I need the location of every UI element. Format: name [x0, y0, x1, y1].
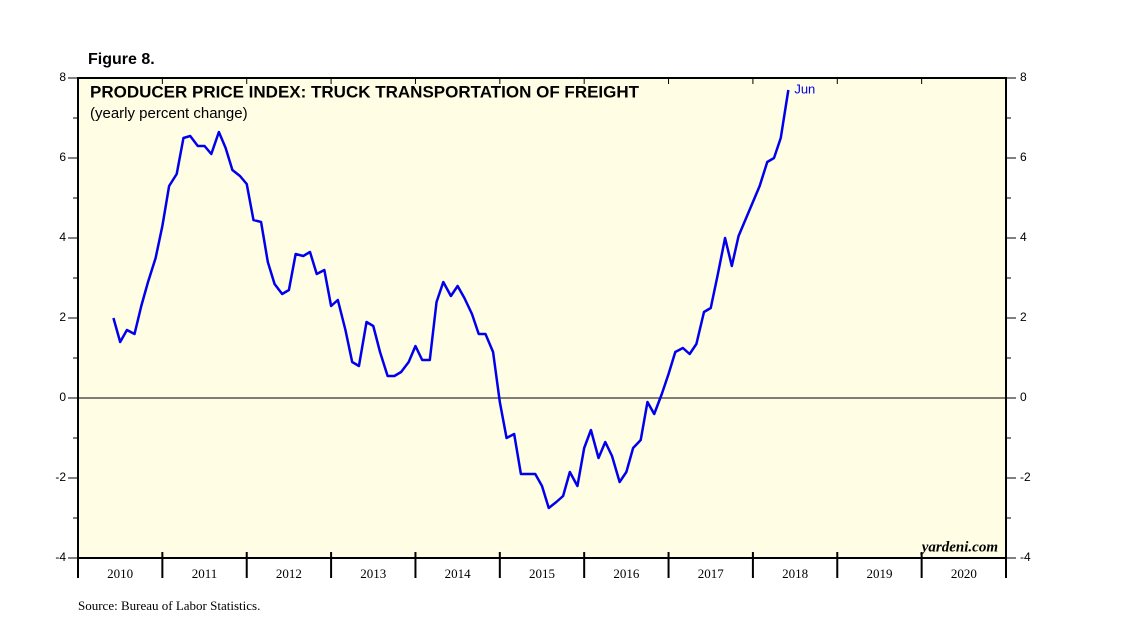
- y-tick-label: 4: [59, 230, 66, 244]
- chart-title: PRODUCER PRICE INDEX: TRUCK TRANSPORTATI…: [90, 82, 640, 101]
- annotation: Jun: [794, 81, 815, 96]
- series-line: [112, 89, 790, 510]
- y2-tick-label: 8: [1020, 70, 1027, 84]
- y2-tick-label: 0: [1020, 390, 1027, 404]
- chart-subtitle: (yearly percent change): [90, 105, 248, 122]
- figure-label: Figure 8.: [88, 51, 155, 68]
- x-tick-label: 2020: [951, 566, 977, 581]
- y-tick-label: 6: [59, 150, 66, 164]
- y2-tick-label: 2: [1020, 310, 1027, 324]
- plot-area: [78, 78, 1006, 558]
- y2-tick-label: 4: [1020, 230, 1027, 244]
- y-tick-label: 8: [59, 70, 66, 84]
- x-tick-label: 2018: [782, 566, 808, 581]
- x-tick-label: 2019: [866, 566, 892, 581]
- x-tick-label: 2010: [107, 566, 133, 581]
- x-tick-label: 2015: [529, 566, 555, 581]
- x-tick-label: 2017: [698, 566, 725, 581]
- y2-tick-label: -4: [1020, 550, 1031, 564]
- watermark: yardeni.com: [920, 539, 998, 555]
- plot-frame: [77, 77, 1007, 559]
- y-tick-label: 0: [59, 390, 66, 404]
- x-tick-label: 2013: [360, 566, 386, 581]
- y-tick-label: -4: [55, 550, 66, 564]
- x-tick-label: 2012: [276, 566, 302, 581]
- y-tick-label: 2: [59, 310, 66, 324]
- y2-tick-label: -2: [1020, 470, 1031, 484]
- x-tick-label: 2016: [613, 566, 640, 581]
- y-tick-label: -2: [55, 470, 66, 484]
- x-tick-label: 2011: [192, 566, 218, 581]
- y2-tick-label: 6: [1020, 150, 1027, 164]
- source: Source: Bureau of Labor Statistics.: [78, 598, 260, 613]
- x-tick-label: 2014: [445, 566, 472, 581]
